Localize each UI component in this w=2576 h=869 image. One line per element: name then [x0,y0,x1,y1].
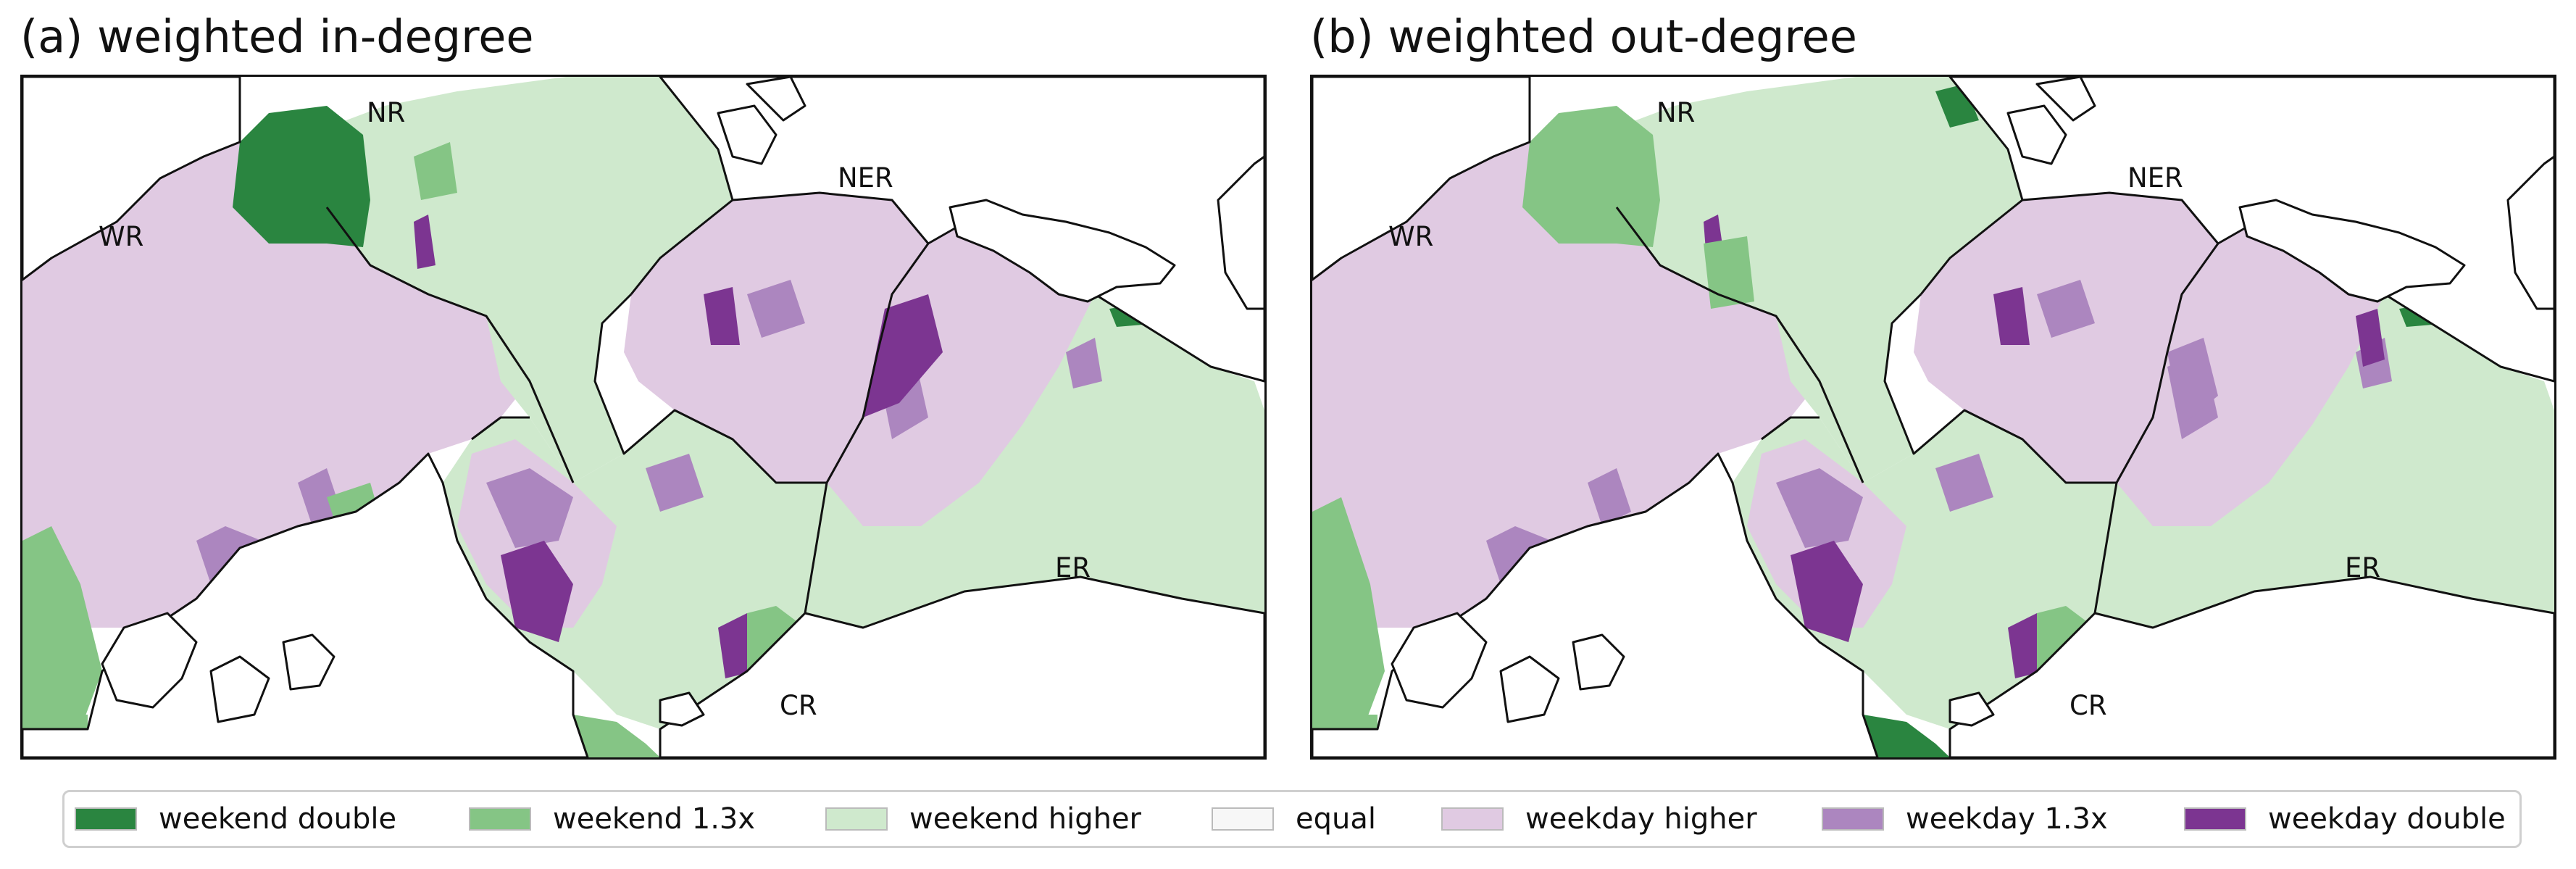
district-patch [2356,309,2385,367]
district-patch [486,468,573,548]
region-label-wr: WR [99,221,143,252]
legend-item-weekend-higher: weekend higher [825,792,1141,846]
district-patch [863,294,943,417]
legend-item-weekend-double: weekend double [75,792,396,846]
weekend-1-3x-patch-south [573,715,660,757]
weekend-1-3x-patch [1704,236,1754,309]
panel-b-title: (b) weighted out-degree [1310,10,1857,63]
weekend-1-3x-patch-north [1522,106,1660,247]
weekend-1-3x-patch [414,142,457,200]
region-label-er: ER [1055,552,1091,583]
legend-item-weekday-higher: weekday higher [1441,792,1757,846]
offshore-islands [1391,77,2554,727]
weekend-double-patch-south [1863,715,1950,757]
legend-swatch [75,807,137,831]
northeast-region [624,193,928,483]
region-label-er: ER [2345,552,2380,583]
legend-item-weekend-1-3x: weekend 1.3x [469,792,755,846]
district-patch [2167,338,2218,425]
district-patch [1935,454,1993,512]
legend-item-equal: equal [1212,792,1376,846]
region-label-nr: NR [367,97,405,128]
district-patch [298,468,341,526]
legend-swatch [469,807,531,831]
district-patch [747,280,805,338]
district-patch [1066,338,1102,388]
district-patch [414,215,435,269]
weekend-1-3x-patch-west [1312,497,1385,729]
sea-area [1312,77,2554,757]
northeast-region [1914,193,2218,483]
legend-label: weekend double [159,802,397,836]
legend-label: weekend higher [909,802,1141,836]
west-region [22,142,530,628]
district-patch [2037,280,2095,338]
region-boundaries [1615,199,2219,614]
legend-label: weekend 1.3x [553,802,756,836]
district-patch [1588,468,1631,526]
district-patch [704,287,740,345]
offshore-islands [101,77,1264,727]
legend-swatch [825,807,888,831]
district-patch [2008,613,2044,678]
region-label-cr: CR [2069,690,2107,721]
district-patch [646,454,704,512]
legend-label: weekday 1.3x [1906,802,2108,836]
region-boundaries [325,199,930,614]
legend-swatch [1212,807,1274,831]
map-panel-out-degree: NR NER WR ER CR [1310,75,2556,760]
region-label-ner: NER [2127,162,2183,194]
legend-item-weekday-double: weekday double [2184,792,2506,846]
weekend-1-3x-patch-west [22,526,102,729]
legend-swatch [2184,807,2246,831]
legend-swatch [1822,807,1884,831]
district-patch [718,613,754,678]
north-region [1617,77,2022,483]
district-patch [1776,468,1863,548]
legend-label: equal [1296,802,1376,836]
panel-a-title: (a) weighted in-degree [20,10,534,63]
region-label-nr: NR [1656,97,1695,128]
region-label-cr: CR [780,690,817,721]
legend-label: weekday higher [1525,802,1757,836]
district-patch [501,541,573,642]
district-patch [1791,541,1863,642]
weekend-double-patch-north [233,106,370,247]
region-label-wr: WR [1388,221,1433,252]
legend-label: weekday double [2268,802,2506,836]
district-patch [1993,287,2030,345]
region-label-ner: NER [838,162,893,194]
legend-item-weekday-1-3x: weekday 1.3x [1822,792,2108,846]
map-legend: weekend double weekend 1.3x weekend high… [62,790,2522,848]
west-region [1312,142,1820,628]
legend-swatch [1441,807,1504,831]
map-panel-in-degree: NR NER WR ER CR [20,75,1267,760]
